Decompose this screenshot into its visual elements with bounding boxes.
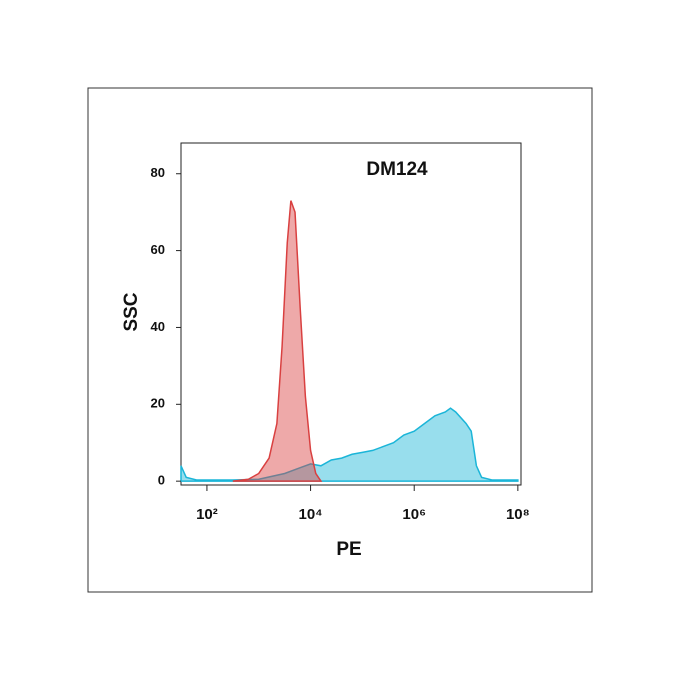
y-tick-label: 40 [151,319,165,334]
x-axis-label: PE [336,539,361,560]
histogram-area [232,200,323,482]
x-tick-label: 10⁸ [506,506,530,523]
y-tick-label: 0 [158,473,165,488]
y-axis-label: SSC [121,292,142,331]
y-tick-label: 20 [151,396,165,411]
chart-title: DM124 [366,159,428,180]
x-tick-label: 10² [196,506,218,523]
plot-area [180,142,522,486]
histogram-area [180,407,519,482]
x-tick-label: 10⁴ [299,506,323,523]
x-tick-label: 10⁶ [402,506,426,523]
frame [87,87,593,593]
y-tick-label: 80 [151,165,165,180]
y-tick-label: 60 [151,242,165,257]
